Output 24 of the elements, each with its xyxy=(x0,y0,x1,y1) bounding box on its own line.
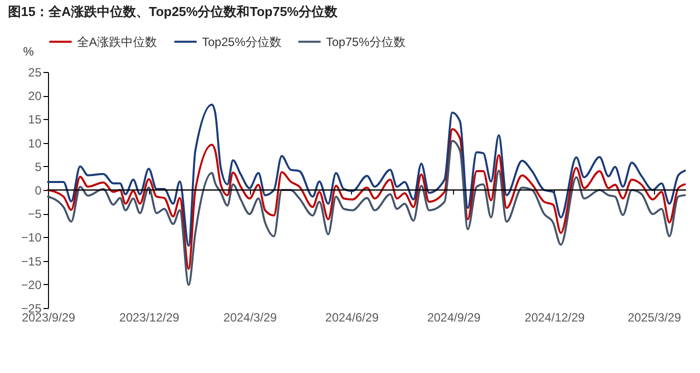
y-tick-label: −10 xyxy=(21,230,42,245)
legend-label: Top75%分位数 xyxy=(326,34,406,49)
x-tick-label: 2024/6/29 xyxy=(325,310,380,324)
legend-label: Top25%分位数 xyxy=(202,34,282,49)
line-series xyxy=(47,140,686,286)
x-tick-label: 2023/12/29 xyxy=(119,310,180,324)
x-tick-label: 2024/3/29 xyxy=(223,310,278,324)
y-tick-label: 10 xyxy=(28,136,42,150)
chart-title: 图15：全A涨跌中位数、Top25%分位数和Top75%分位数 xyxy=(8,4,339,19)
line-series xyxy=(47,104,686,247)
line-series xyxy=(47,128,686,270)
y-tick-label: −20 xyxy=(21,278,42,292)
x-tick-label: 2025/3/29 xyxy=(628,310,682,324)
y-tick-label: 5 xyxy=(34,160,42,174)
y-tick-label: −15 xyxy=(21,254,42,268)
y-tick-label: 20 xyxy=(28,89,42,104)
x-tick-label: 2024/12/29 xyxy=(524,310,586,324)
y-tick-label: 25 xyxy=(28,66,42,80)
y-axis-title: % xyxy=(23,44,34,58)
y-tick-label: 0 xyxy=(34,184,42,198)
legend-label: 全A涨跌中位数 xyxy=(77,34,158,49)
y-tick-label: −5 xyxy=(28,207,42,222)
x-tick-label: 2024/9/29 xyxy=(427,310,481,324)
y-tick-label: 15 xyxy=(28,112,42,127)
